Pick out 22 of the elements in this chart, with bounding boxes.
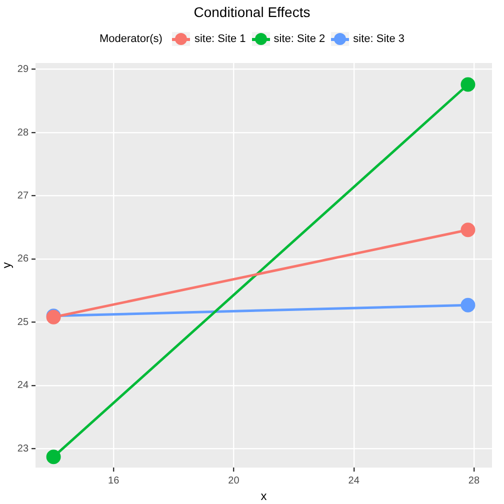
y-tick-label: 25 [17, 316, 29, 328]
legend-title: Moderator(s) [99, 33, 162, 45]
y-tick-label: 26 [17, 254, 29, 265]
x-axis-title: x [260, 489, 267, 504]
legend-label: site: Site 1 [194, 33, 246, 45]
y-tick-label: 27 [17, 190, 29, 202]
x-tick-label: 28 [468, 475, 480, 486]
y-tick-label: 24 [17, 380, 29, 392]
legend-label: site: Site 3 [353, 33, 405, 45]
x-tick-label: 16 [108, 475, 120, 486]
point [460, 222, 476, 238]
y-tick-label: 23 [17, 443, 29, 454]
x-tick-label: 24 [348, 475, 360, 486]
chart-title: Conditional Effects [192, 4, 312, 20]
point [46, 450, 61, 464]
point [460, 298, 476, 312]
legend-label: site: Site 2 [274, 33, 326, 45]
y-axis-title: y [0, 262, 14, 268]
y-tick-label: 29 [17, 64, 29, 76]
x-tick-label: 20 [228, 475, 240, 486]
point [460, 77, 476, 92]
y-tick-label: 28 [17, 127, 29, 138]
